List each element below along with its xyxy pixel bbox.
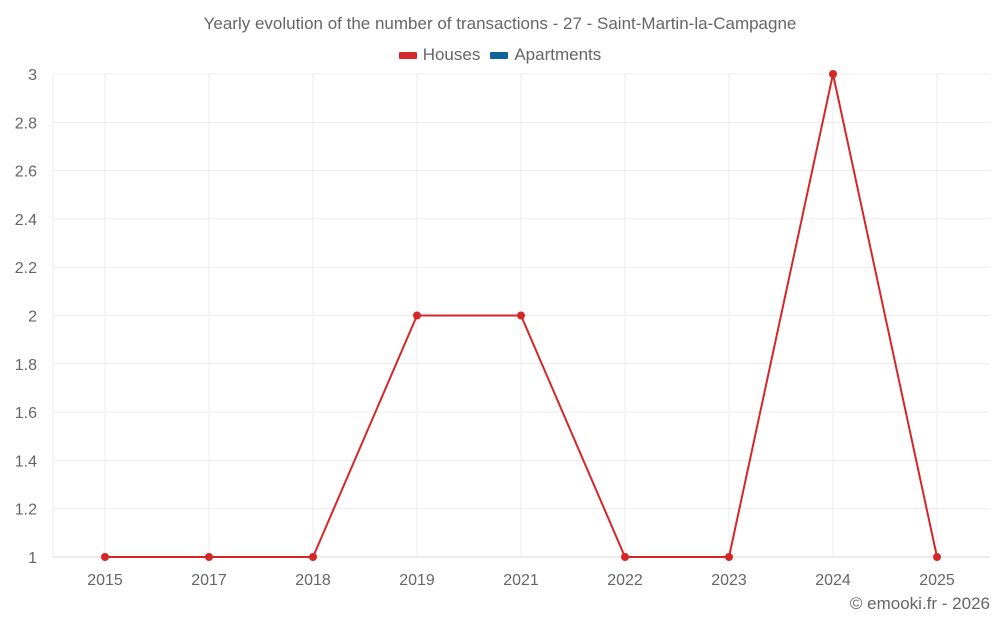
x-tick-label: 2022 <box>607 572 643 589</box>
data-point <box>517 311 525 320</box>
x-tick-label: 2025 <box>919 572 955 589</box>
x-tick-label: 2015 <box>87 572 123 589</box>
data-point <box>933 553 941 561</box>
y-tick-label: 1 <box>28 550 37 567</box>
data-point <box>621 553 629 561</box>
legend-item-houses[interactable]: Houses <box>398 45 481 65</box>
y-tick-label: 1.2 <box>15 502 37 519</box>
legend: Houses Apartments <box>0 45 1000 65</box>
data-point <box>101 553 109 561</box>
legend-label-houses: Houses <box>422 45 481 64</box>
y-tick-label: 2.8 <box>15 115 37 132</box>
x-tick-label: 2023 <box>711 572 747 589</box>
y-tick-label: 1.4 <box>15 453 37 470</box>
data-point <box>413 311 421 320</box>
legend-label-apartments: Apartments <box>514 45 602 64</box>
y-tick-label: 2.2 <box>15 260 37 277</box>
credit-text: © emooki.fr - 2026 <box>849 594 990 613</box>
y-tick-label: 3 <box>28 67 37 84</box>
apartments-swatch-icon <box>490 51 509 59</box>
y-tick-label: 2.6 <box>15 164 37 181</box>
x-tick-label: 2018 <box>295 572 331 589</box>
chart-title: Yearly evolution of the number of transa… <box>203 14 797 33</box>
legend-item-apartments[interactable]: Apartments <box>490 45 601 65</box>
x-tick-label: 2024 <box>815 572 851 589</box>
houses-swatch-icon <box>398 51 417 59</box>
x-tick-label: 2019 <box>399 572 435 589</box>
data-point <box>205 553 213 561</box>
y-tick-label: 2 <box>28 309 37 326</box>
data-point <box>309 553 317 561</box>
x-tick-label: 2021 <box>503 572 539 589</box>
y-tick-label: 2.4 <box>15 212 37 229</box>
data-point <box>829 70 837 78</box>
data-point <box>725 553 733 561</box>
y-tick-label: 1.8 <box>15 357 37 374</box>
y-tick-label: 1.6 <box>15 405 37 422</box>
x-tick-label: 2017 <box>191 572 227 589</box>
